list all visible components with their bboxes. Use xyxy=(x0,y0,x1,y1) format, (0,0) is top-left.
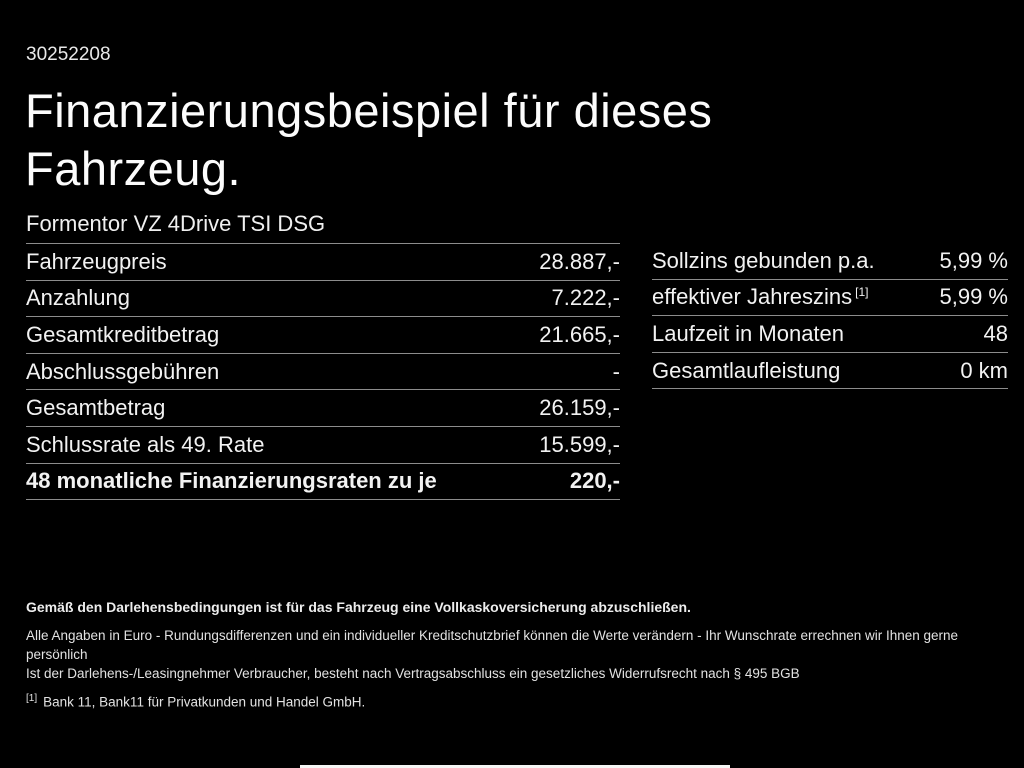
financing-tables: Fahrzeugpreis 28.887,- Anzahlung 7.222,-… xyxy=(26,243,1008,501)
row-value: 0 km xyxy=(960,357,1008,383)
row-label: Laufzeit in Monaten xyxy=(652,320,845,346)
table-row: Schlussrate als 49. Rate 15.599,- xyxy=(26,427,620,464)
footer-withdrawal-line: Ist der Darlehens-/Leasingnehmer Verbrau… xyxy=(26,666,800,681)
page-title: Finanzierungsbeispiel für dieses Fahrzeu… xyxy=(25,82,712,198)
row-label: Gesamtbetrag xyxy=(26,395,166,421)
row-value: - xyxy=(612,358,620,384)
row-value: 21.665,- xyxy=(539,321,620,347)
carousel-progress-bar xyxy=(300,765,730,768)
row-value: 5,99 % xyxy=(939,247,1009,273)
row-label: Gesamtlaufleistung xyxy=(652,357,841,383)
table-row: Anzahlung 7.222,- xyxy=(26,281,620,318)
table-row: Fahrzeugpreis 28.887,- xyxy=(26,244,620,281)
row-value: 7.222,- xyxy=(551,285,621,311)
footnote-ref-marker: [1] xyxy=(855,285,869,300)
row-value: 48 xyxy=(983,320,1008,346)
row-value: 220,- xyxy=(569,468,620,494)
vehicle-model: Formentor VZ 4Drive TSI DSG xyxy=(26,211,326,236)
table-row: Gesamtkreditbetrag 21.665,- xyxy=(26,317,620,354)
footer-disclaimer-line: Alle Angaben in Euro - Rundungsdifferenz… xyxy=(26,628,959,662)
page-title-line1: Finanzierungsbeispiel für dieses xyxy=(25,84,713,137)
page-title-line2: Fahrzeug. xyxy=(25,142,242,195)
table-row: Laufzeit in Monaten 48 xyxy=(652,316,1008,353)
row-label: 48 monatliche Finanzierungsraten zu je xyxy=(26,468,437,494)
financing-table-left: Fahrzeugpreis 28.887,- Anzahlung 7.222,-… xyxy=(26,243,620,501)
footnote-marker: [1] xyxy=(26,693,38,704)
row-label: Fahrzeugpreis xyxy=(26,248,167,274)
row-value: 28.887,- xyxy=(539,248,620,274)
footer-footnote: [1] Bank 11, Bank11 für Privatkunden und … xyxy=(26,693,1001,710)
row-label: Anzahlung xyxy=(26,285,130,311)
row-label: effektiver Jahreszins [1] xyxy=(652,284,869,310)
table-row: Sollzins gebunden p.a. 5,99 % xyxy=(652,243,1008,280)
table-row: Gesamtlaufleistung 0 km xyxy=(652,353,1008,390)
table-row: Gesamtbetrag 26.159,- xyxy=(26,390,620,427)
row-value: 15.599,- xyxy=(539,431,620,457)
table-row-monthly-rate: 48 monatliche Finanzierungsraten zu je 2… xyxy=(26,464,620,501)
row-label: Abschlussgebühren xyxy=(26,358,220,384)
row-label: Schlussrate als 49. Rate xyxy=(26,431,265,457)
footer-insurance-note: Gemäß den Darlehensbedingungen ist für d… xyxy=(26,599,691,615)
document-id: 30252208 xyxy=(26,44,111,65)
row-value: 5,99 % xyxy=(939,284,1009,310)
row-label: Sollzins gebunden p.a. xyxy=(652,247,875,273)
row-label: Gesamtkreditbetrag xyxy=(26,321,220,347)
legal-footer: Gemäß den Darlehensbedingungen ist für d… xyxy=(26,599,1001,710)
footnote-text: Bank 11, Bank11 für Privatkunden und Han… xyxy=(43,694,366,710)
row-value: 26.159,- xyxy=(539,395,620,421)
table-row: Abschlussgebühren - xyxy=(26,354,620,391)
financing-table-right: Sollzins gebunden p.a. 5,99 % effektiver… xyxy=(652,243,1008,500)
table-row: effektiver Jahreszins [1] 5,99 % xyxy=(652,280,1008,317)
